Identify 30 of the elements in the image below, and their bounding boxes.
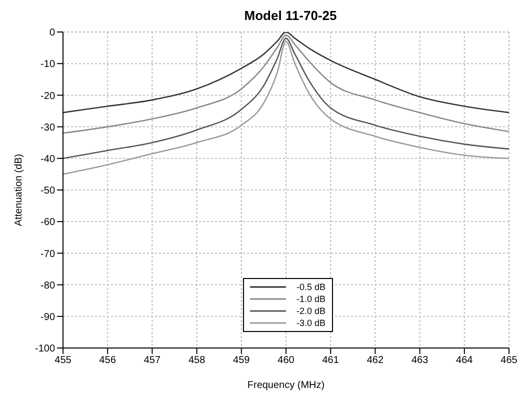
y-tick-label: 0 [49,28,56,39]
y-tick-label: -60 [40,217,56,228]
y-tick-label: -30 [40,122,56,134]
x-tick-label: 463 [411,355,429,366]
chart-title: Model 11-70-25 [243,8,338,25]
x-axis-title: Frequency (MHz) [247,380,325,391]
y-axis-title: Attenuation (dB) [14,154,25,226]
y-tick-label: -90 [40,312,56,323]
line-series [63,34,509,134]
legend-label: -0.5 dB [296,282,326,292]
x-tick-label: 458 [188,355,206,366]
x-tick-label: 455 [54,355,72,366]
legend-label: -2.0 dB [296,306,326,316]
x-tick-label: 464 [456,355,474,366]
y-tick-label: -70 [40,248,56,260]
y-tick-label: -50 [40,186,56,197]
x-tick-label: 456 [99,355,116,366]
y-tick-label: -10 [40,59,56,70]
x-tick-label: 462 [366,355,384,366]
y-tick-label: -100 [34,344,56,355]
x-tick-label: 461 [322,355,340,366]
y-tick-label: -20 [40,90,56,102]
x-tick-label: 465 [500,355,518,366]
y-tick-label: -40 [40,154,56,165]
x-tick-label: 457 [144,355,161,366]
legend-label: -1.0 dB [296,294,326,304]
x-tick-label: 460 [278,355,295,366]
x-tick-label: 459 [233,355,250,366]
legend-label: -3.0 dB [296,318,326,328]
y-tick-label: -80 [40,280,56,292]
